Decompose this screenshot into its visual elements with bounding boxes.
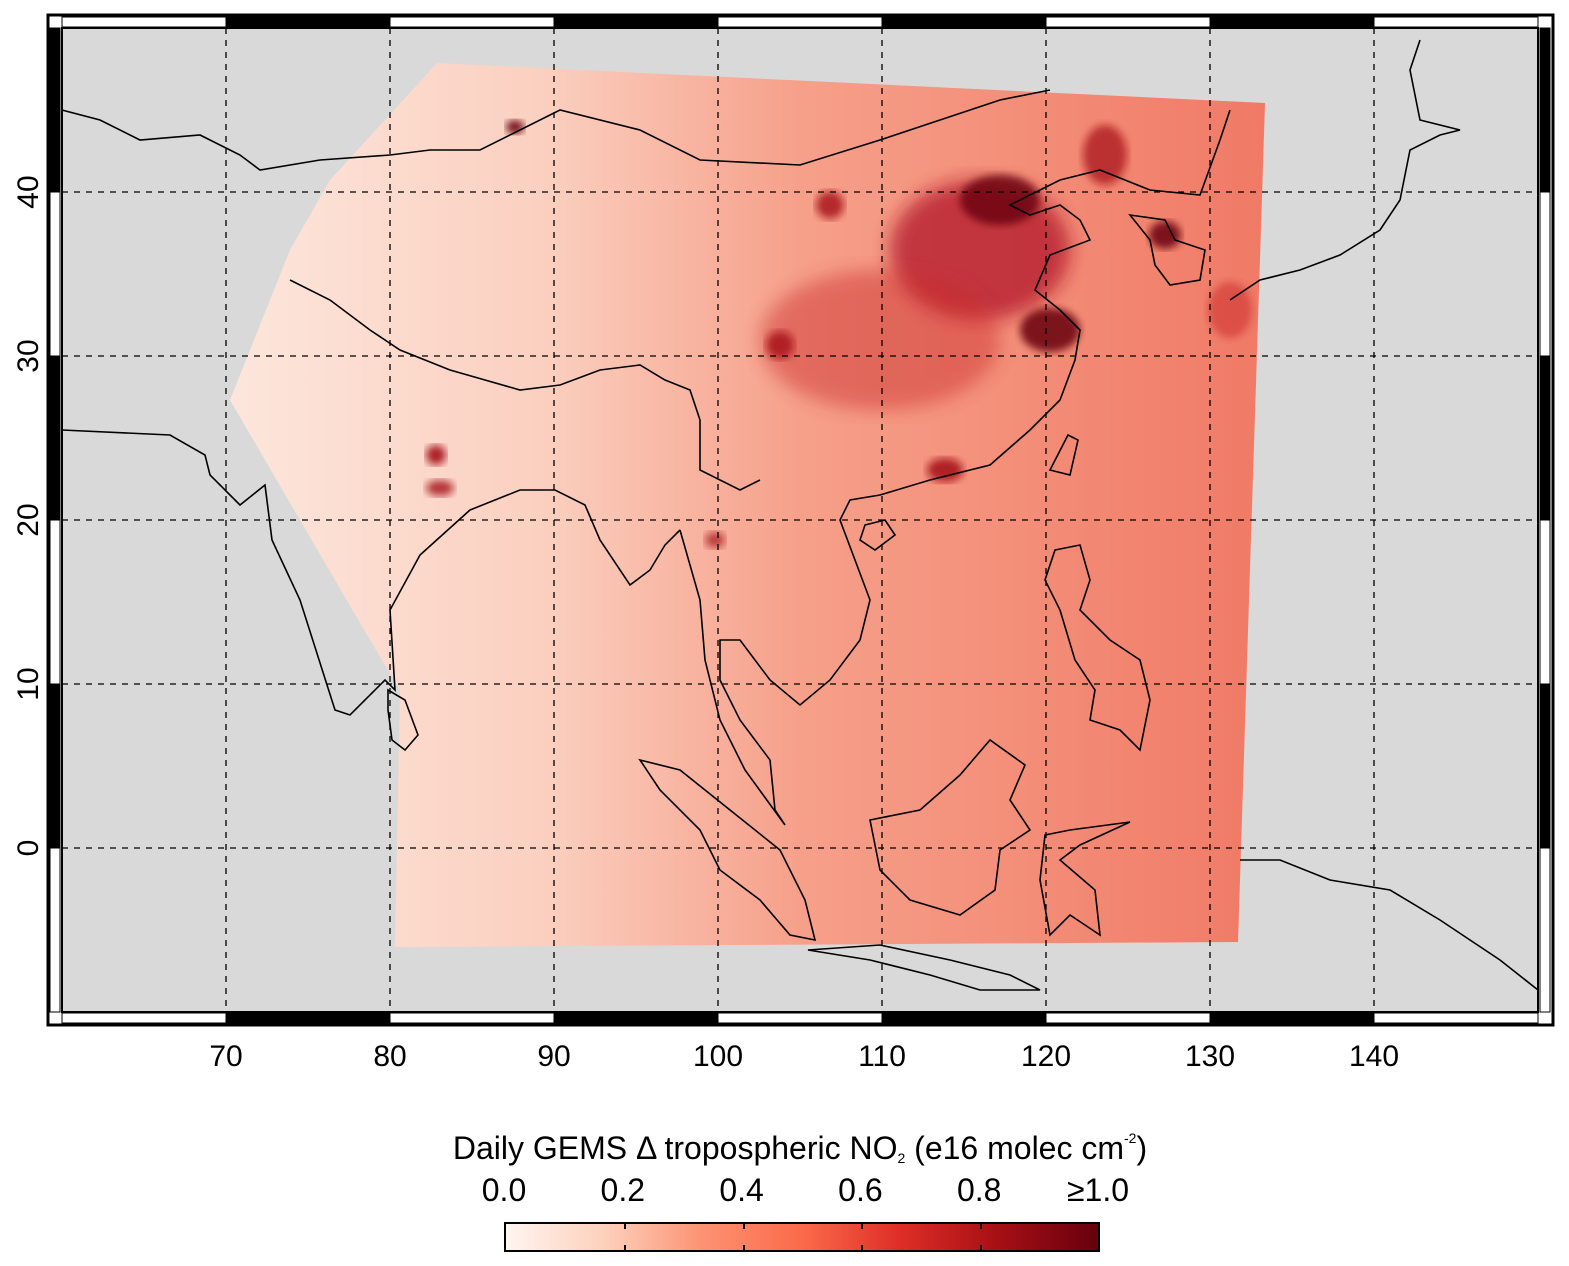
frame-bar-segment	[1373, 16, 1539, 28]
frame-bar-segment	[49, 519, 61, 685]
colorbar-tick-label: 0.0	[481, 1172, 527, 1208]
coast-new-guinea	[1240, 859, 1538, 991]
hotspot-jharkhand	[426, 480, 454, 496]
frame-bar-segment	[389, 1012, 555, 1024]
coast-java	[807, 944, 1041, 991]
colorbar-tick-mark	[742, 1224, 745, 1229]
hotspot-shanghai	[1020, 308, 1080, 352]
lon-tick-label: 120	[1021, 1040, 1071, 1073]
lat-tick-label: 30	[12, 339, 45, 372]
colorbar-tick-label: 0.4	[719, 1172, 764, 1208]
frame-bar-segment	[881, 1012, 1047, 1024]
hotspot-seoul	[1149, 221, 1181, 249]
lat-tick-label: 10	[12, 667, 45, 700]
colorbar-tick-mark	[623, 1245, 626, 1250]
frame-bar-segment	[881, 16, 1047, 28]
frame-bar-segment	[1209, 1012, 1375, 1024]
colorbar-tick-label: 0.6	[838, 1172, 883, 1208]
frame-bar-segment	[49, 27, 61, 193]
lat-tick-label: 20	[12, 503, 45, 536]
lon-tick-label: 140	[1349, 1040, 1399, 1073]
coast-borneo	[869, 738, 1032, 916]
hotspot-japan	[1208, 282, 1252, 338]
coast-southeast-asia	[679, 109, 1231, 826]
colorbar-title-superscript: -2	[1124, 1130, 1137, 1146]
frame-bar-segment	[553, 1012, 719, 1024]
frame-bar-segment	[553, 16, 719, 28]
colorbar-title-unit: (e16 molec cm	[905, 1130, 1125, 1166]
lon-tick-label: 70	[209, 1040, 242, 1073]
frame-bar-segment	[61, 16, 227, 28]
colorbar-tick-mark	[980, 1245, 983, 1250]
lon-tick-label: 110	[858, 1040, 906, 1073]
frame-bar-segment	[717, 16, 883, 28]
frame-bar-segment	[1373, 1012, 1539, 1024]
hotspot-sichuan	[766, 331, 794, 359]
frame-scale-bars	[49, 16, 1551, 1024]
map-border	[61, 27, 1539, 1013]
colorbar-tick-mark	[861, 1224, 864, 1229]
coastlines	[62, 39, 1538, 991]
lon-tick-label: 90	[537, 1040, 570, 1073]
colorbar-tick-mark	[742, 1245, 745, 1250]
colorbar-tick-label: 0.8	[956, 1172, 1002, 1208]
frame-bar-segment	[1539, 355, 1551, 521]
hotspot-ganges	[426, 445, 446, 465]
frame-bar-segment	[1209, 16, 1375, 28]
hotspot-bangkok	[705, 532, 725, 548]
colorbar-tick-mark	[980, 1224, 983, 1229]
frame-bar-segment	[717, 1012, 883, 1024]
frame-bar-segment	[1539, 27, 1551, 193]
no2-map: 70 80 90 100 110 120 130 140 0 10 20 30 40	[12, 13, 1555, 1073]
lon-tick-label: 130	[1185, 1040, 1235, 1073]
lon-tick-label: 80	[373, 1040, 406, 1073]
frame-bar-segment	[389, 16, 555, 28]
lat-tick-label: 40	[12, 175, 45, 208]
frame-bar-segment	[49, 355, 61, 521]
hotspot-northeast-china	[1083, 125, 1127, 185]
colorbar-tick-mark	[623, 1224, 626, 1229]
coast-arabia-pakistan-india	[62, 429, 681, 716]
graticule	[62, 28, 1538, 1012]
coast-sulawesi	[1039, 821, 1131, 937]
frame-bar-segment	[61, 1012, 227, 1024]
lat-tick-label: 0	[12, 840, 45, 857]
coast-sri-lanka	[387, 688, 419, 752]
frame-bar-segment	[49, 191, 61, 357]
coast-korea	[1128, 213, 1206, 286]
coast-japan	[1229, 39, 1461, 301]
coast-philippines	[1044, 544, 1151, 752]
latitude-labels: 0 10 20 30 40	[12, 175, 45, 856]
coast-taiwan	[1048, 433, 1079, 476]
frame-bar-segment	[225, 16, 391, 28]
frame-bar-segment	[1045, 1012, 1211, 1024]
no2-hotspots	[426, 120, 1252, 548]
frame-bar-segment	[49, 847, 61, 1013]
lon-tick-label: 100	[693, 1040, 743, 1073]
frame-bar-segment	[1045, 16, 1211, 28]
frame-bar-segment	[225, 1012, 391, 1024]
hotspot-central-china	[760, 270, 1000, 410]
colorbar-title-main: Daily GEMS Δ tropospheric NO	[452, 1130, 898, 1166]
longitude-labels: 70 80 90 100 110 120 130 140	[209, 1040, 1399, 1073]
colorbar-tick-label: ≥1.0	[1066, 1172, 1130, 1208]
border-himalaya	[289, 279, 761, 491]
colorbar-tick-mark	[861, 1245, 864, 1250]
coast-sumatra	[638, 758, 817, 942]
hotspot-inner-mongolia	[816, 191, 844, 219]
frame-bar-segment	[1539, 683, 1551, 849]
colorbar	[504, 1222, 1100, 1252]
hotspot-beijing	[960, 175, 1040, 225]
frame-bar-segment	[1539, 519, 1551, 685]
frame-bar-segment	[1539, 191, 1551, 357]
frame-bar-segment	[49, 683, 61, 849]
colorbar-title-subscript: 2	[897, 1150, 906, 1166]
colorbar-tick-label: 0.2	[600, 1172, 646, 1208]
frame-bar-segment	[1539, 847, 1551, 1013]
border-central-asia	[62, 89, 1051, 171]
colorbar-title-end: )	[1136, 1130, 1148, 1166]
colorbar-title: Daily GEMS Δ tropospheric NO2 (e16 molec…	[0, 1130, 1569, 1167]
hotspot-pearl-river	[927, 458, 963, 482]
